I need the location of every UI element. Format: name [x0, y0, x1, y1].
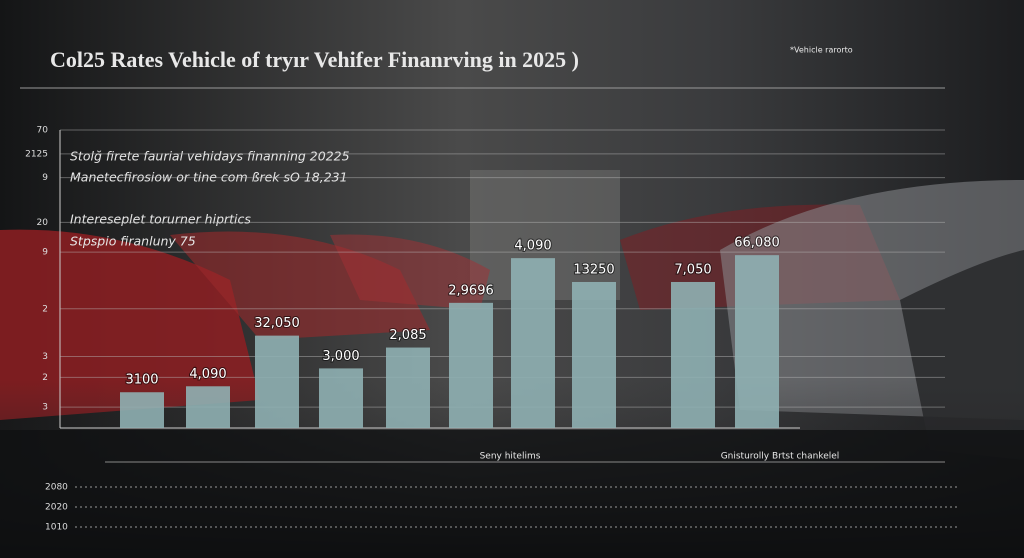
data-label: 2,9696	[448, 283, 494, 298]
y-tick-label: 3	[42, 403, 48, 413]
data-label: 13250	[573, 262, 614, 277]
y-tick-label: 2	[42, 373, 48, 383]
data-label: 4,090	[189, 367, 226, 382]
y-tick-label: 2125	[25, 149, 48, 159]
bar	[186, 386, 230, 428]
bar	[735, 255, 779, 428]
annotation: Stpspio firanluny 75	[70, 234, 196, 249]
data-label: 4,090	[514, 239, 551, 254]
bar	[319, 368, 363, 428]
y-tick-label: 3	[42, 352, 48, 362]
bar	[386, 347, 430, 428]
legend-note: *Vehicle rarorto	[790, 46, 853, 55]
data-label: 7,050	[674, 262, 711, 277]
y-tick-label: 9	[42, 248, 48, 258]
bar	[511, 258, 555, 428]
y-tick-label: 9	[42, 173, 48, 183]
bar	[120, 392, 164, 428]
annotation: Manetecfirosiow or tine com ßrek sO 18,2…	[70, 170, 348, 185]
chart-title: Col25 Rates Vehicle of tryır Vehifer Fin…	[50, 47, 579, 72]
group-label: Gnisturolly Brtst chankelel	[721, 452, 840, 462]
annotation: Stolğ firete faurial vehidays finanning …	[70, 149, 350, 164]
lower-tick-label: 2080	[45, 483, 68, 493]
group-label: Seny hitelims	[480, 452, 541, 462]
lower-tick-label: 1010	[45, 523, 68, 533]
y-tick-label: 70	[37, 126, 49, 136]
data-label: 2,085	[389, 328, 426, 343]
bar	[572, 281, 616, 428]
data-label: 3100	[125, 373, 158, 388]
data-label: 3,000	[322, 349, 359, 364]
data-label: 32,050	[254, 316, 300, 331]
y-tick-label: 20	[37, 218, 49, 228]
lower-tick-label: 2020	[45, 503, 68, 513]
bar	[255, 335, 299, 428]
bar	[671, 281, 715, 428]
annotation: Intereseplet torurner hiprtics	[70, 212, 251, 227]
bar	[449, 302, 493, 428]
y-tick-label: 2	[42, 304, 48, 314]
data-label: 66,080	[734, 236, 780, 251]
